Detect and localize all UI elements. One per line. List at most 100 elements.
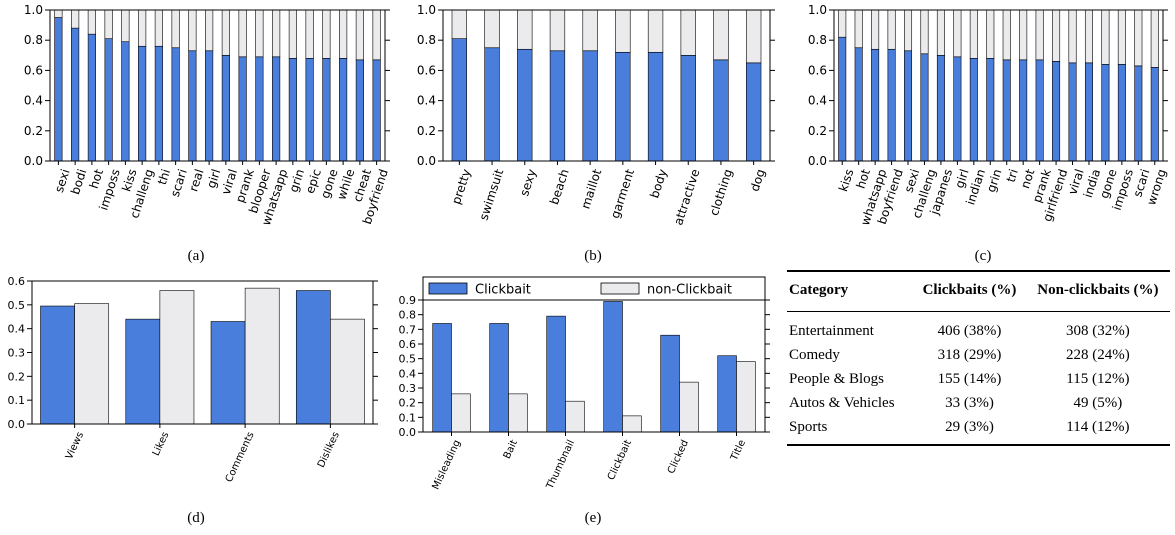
legend-box xyxy=(422,276,766,301)
bar-clickbait xyxy=(660,334,680,433)
caption-a: (a) xyxy=(187,248,205,264)
bar-non-clickbait xyxy=(969,9,978,59)
table-cell: 115 (12%) xyxy=(1066,371,1130,387)
bar-clickbait xyxy=(871,48,880,162)
table-cell: People & Blogs xyxy=(789,371,885,387)
y-tick-label: 0.9 xyxy=(399,294,417,307)
bar-clickbait xyxy=(1084,62,1093,162)
y-tick-label: 0.6 xyxy=(24,63,43,77)
y-tick-label: 0.0 xyxy=(399,426,417,439)
bar-non-clickbait xyxy=(508,393,528,433)
caption-c: (c) xyxy=(974,248,992,264)
legend-swatch-non-clickbait xyxy=(600,282,640,295)
plot-frame xyxy=(422,299,766,433)
table-cell: 308 (32%) xyxy=(1065,323,1130,339)
caption-e: (e) xyxy=(584,510,602,526)
y-tick-label: 0.6 xyxy=(808,63,827,77)
bar-non-clickbait xyxy=(74,303,110,425)
table-row: Entertainment 406 (38%) 308 (32%) xyxy=(787,312,1170,344)
table-header-non-clickbaits: Non-clickbaits (%) xyxy=(1025,270,1170,312)
bar-non-clickbait xyxy=(244,287,280,425)
y-tick-label: 0.2 xyxy=(399,397,417,410)
plot-frame xyxy=(31,280,374,425)
bar-clickbait xyxy=(717,355,737,433)
bar-clickbait xyxy=(953,56,962,162)
chart-a-top-words: 0.00.20.40.60.81.0sexibodihotimposskissc… xyxy=(24,3,391,227)
bar-non-clickbait xyxy=(159,290,195,425)
bar-non-clickbait xyxy=(871,9,880,50)
table-cell: 406 (38%) xyxy=(937,323,1002,339)
table-header-clickbaits: Clickbaits (%) xyxy=(913,270,1026,312)
bar-clickbait xyxy=(125,318,161,425)
table-cell: 49 (5%) xyxy=(1073,395,1123,411)
plot-frame xyxy=(49,9,386,162)
table-cell: Autos & Vehicles xyxy=(789,395,895,411)
table-cell: 33 (3%) xyxy=(945,395,994,411)
x-tick-label: Misleading xyxy=(430,438,463,491)
x-tick-label: kiss xyxy=(119,167,139,193)
x-tick-label: not xyxy=(1018,167,1037,190)
y-tick-label: 0.0 xyxy=(808,154,827,168)
y-tick-label: 0.4 xyxy=(399,367,417,380)
bar-non-clickbait xyxy=(1019,9,1028,61)
bar-clickbait xyxy=(936,54,945,162)
y-tick-label: 0.4 xyxy=(24,94,43,108)
legend-label-clickbait: Clickbait xyxy=(475,283,531,298)
y-tick-label: 0.2 xyxy=(8,370,26,383)
x-tick-label: thi xyxy=(155,167,173,186)
bar-clickbait xyxy=(986,58,995,162)
bar-non-clickbait xyxy=(936,9,945,56)
bar-non-clickbait xyxy=(622,415,642,433)
y-tick-label: 0.0 xyxy=(8,418,26,431)
bar-clickbait xyxy=(210,321,246,425)
bar-non-clickbait xyxy=(986,9,995,59)
bar-non-clickbait xyxy=(953,9,962,58)
plot-frame xyxy=(442,9,771,162)
table-header-row: Category Clickbaits (%) Non-clickbaits (… xyxy=(787,270,1170,312)
y-tick-label: 0.5 xyxy=(8,299,26,312)
bar-non-clickbait xyxy=(451,393,471,433)
table-cell: 318 (29%) xyxy=(937,347,1002,363)
y-tick-label: 0.8 xyxy=(24,33,43,47)
x-tick-label: Clicked xyxy=(666,438,691,475)
bar-clickbait xyxy=(295,290,331,425)
bar-clickbait xyxy=(1052,61,1061,162)
caption-b: (b) xyxy=(584,248,602,264)
bar-clickbait xyxy=(489,323,509,433)
bar-clickbait xyxy=(969,58,978,162)
y-tick-label: 0.6 xyxy=(8,275,26,288)
bar-non-clickbait xyxy=(330,318,365,425)
bar-non-clickbait xyxy=(1035,9,1044,61)
table-row: Comedy 318 (29%) 228 (24%) xyxy=(787,343,1170,367)
bar-non-clickbait xyxy=(1117,9,1126,65)
bar-clickbait xyxy=(546,315,566,433)
bar-non-clickbait xyxy=(1101,9,1110,65)
bar-clickbait xyxy=(1150,67,1159,162)
bar-clickbait xyxy=(1117,64,1126,162)
table-header-category: Category xyxy=(787,270,914,312)
table-cell: 228 (24%) xyxy=(1065,347,1130,363)
y-tick-label: 0.7 xyxy=(399,323,417,336)
plot-frame xyxy=(833,9,1164,162)
x-tick-label: kiss xyxy=(836,167,856,193)
bar-non-clickbait xyxy=(1150,9,1159,68)
bar-non-clickbait xyxy=(1084,9,1093,64)
y-tick-label: 1.0 xyxy=(808,3,827,17)
x-tick-label: hot xyxy=(87,167,106,190)
y-tick-label: 0.1 xyxy=(8,394,26,407)
bar-non-clickbait xyxy=(1052,9,1061,62)
bar-clickbait xyxy=(920,53,929,162)
table-row: People & Blogs 155 (14%) 115 (12%) xyxy=(787,367,1170,391)
table-cell: Sports xyxy=(789,419,828,435)
bar-non-clickbait xyxy=(887,9,896,50)
table-cell: 114 (12%) xyxy=(1066,419,1130,435)
y-tick-label: 0.3 xyxy=(8,347,26,360)
y-tick-label: 0.8 xyxy=(808,33,827,47)
bar-clickbait xyxy=(432,323,452,433)
chart-e-comment-words: 0.0 0.10.2 0.3 0.40.5 0.6 0.70.8 0.9 Misleading… xyxy=(399,276,770,492)
bar-clickbait xyxy=(603,301,623,433)
y-tick-label: 0.2 xyxy=(24,124,43,138)
y-tick-label: 0.2 xyxy=(417,124,436,138)
